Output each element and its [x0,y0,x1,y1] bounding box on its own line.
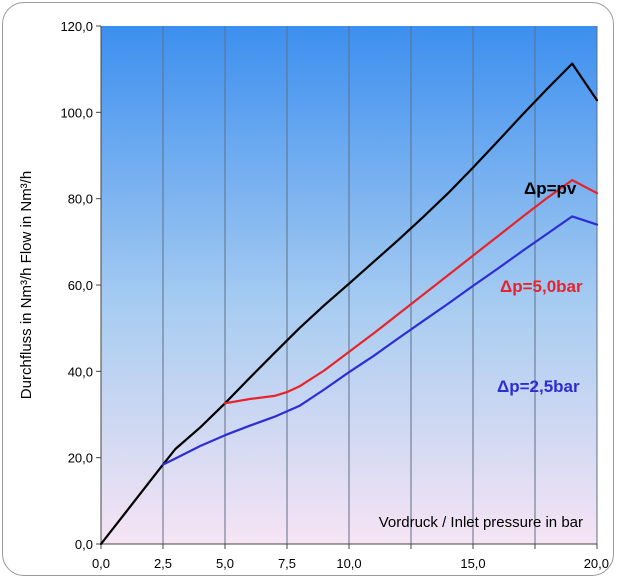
x-tick-label: 7,5 [278,556,296,571]
x-tick-label: 15,0 [460,556,485,571]
y-tick-label: 60,0 [68,278,93,293]
x-tick-label: 2,5 [154,556,172,571]
series-lines [99,62,599,546]
x-tick-label: 20,0 [584,556,609,571]
series-line-2 [161,215,599,466]
series-line-1 [223,179,599,405]
y-tick-label: 40,0 [68,364,93,379]
axes: 0,0 20,0 40,0 60,0 80,0 100,0 120,0 0,0 2,5 5,0 7,… [60,19,609,571]
flow-chart: 0,0 20,0 40,0 60,0 80,0 100,0 120,0 0,0 2,5 5,0 7,… [18,19,609,571]
x-axis-title: Vordruck / Inlet pressure in bar [379,514,583,531]
y-tick-label: 0,0 [75,537,93,552]
x-tick-label: 5,0 [216,556,234,571]
series-line-0 [99,62,599,546]
chart-frame: 0,0 20,0 40,0 60,0 80,0 100,0 120,0 0,0 2,5 5,0 7,… [2,2,614,576]
x-tick-label: 10,0 [336,556,361,571]
y-tick-label: 100,0 [60,105,93,120]
labels: Δp=pv Δp=5,0bar Δp=2,5bar Vordruck / Inlet … [18,171,583,531]
y-axis-title: Durchfluss in Nm³/h Flow in Nm³/h [18,171,35,399]
y-tick-label: 80,0 [68,192,93,207]
y-tick-label: 20,0 [68,451,93,466]
series-label-0: Δp=pv [524,179,577,198]
y-tick-label: 120,0 [60,19,93,34]
x-tick-label: 0,0 [92,556,110,571]
series-label-2: Δp=2,5bar [497,377,580,396]
series-label-1: Δp=5,0bar [500,277,583,296]
